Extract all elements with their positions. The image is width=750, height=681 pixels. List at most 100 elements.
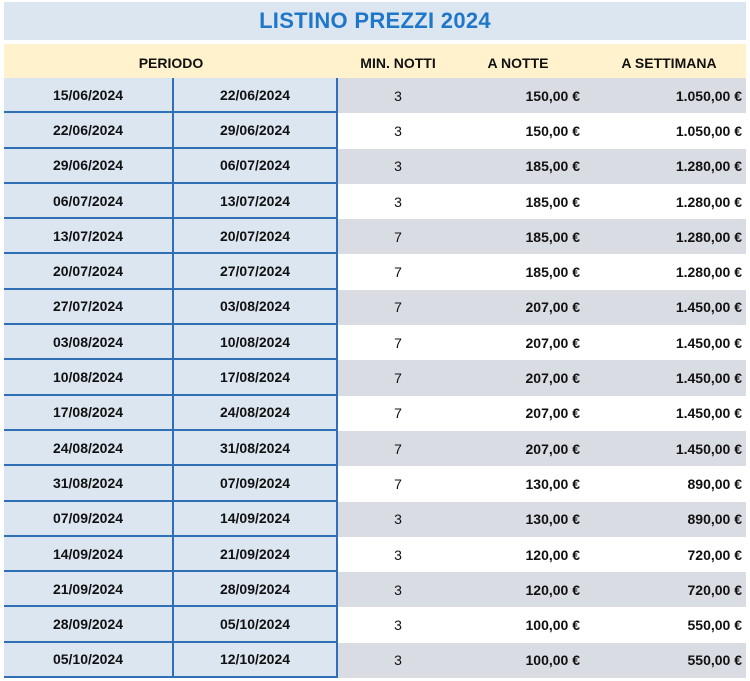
cell-min-notti: 7 xyxy=(394,475,402,492)
cell-a-settimana: 720,00 € xyxy=(687,546,743,563)
table-row: 10/08/2024 17/08/2024 7 207,00 € 1.450,00 € xyxy=(4,360,746,396)
cell-date-to: 07/09/2024 xyxy=(172,466,338,502)
row-shade xyxy=(338,430,746,467)
cell-a-settimana: 1.280,00 € xyxy=(675,158,742,175)
cell-a-settimana: 720,00 € xyxy=(687,581,743,598)
row-shade xyxy=(338,289,746,326)
cell-date-from: 28/09/2024 xyxy=(4,607,172,643)
cell-date-from: 06/07/2024 xyxy=(4,183,172,220)
cell-date-to: 17/08/2024 xyxy=(172,360,338,396)
row-shade xyxy=(338,501,746,537)
cell-date-to: 20/07/2024 xyxy=(172,219,338,255)
cell-date-from: 27/07/2024 xyxy=(4,289,172,326)
table-row: 13/07/2024 20/07/2024 7 185,00 € 1.280,00 € xyxy=(4,219,746,255)
cell-a-settimana: 550,00 € xyxy=(687,652,743,669)
cell-date-to: 28/09/2024 xyxy=(172,572,338,608)
row-shade xyxy=(338,219,746,255)
cell-a-notte: 100,00 € xyxy=(525,617,581,634)
cell-a-settimana: 1.050,00 € xyxy=(675,122,742,139)
cell-a-settimana: 1.280,00 € xyxy=(675,193,742,210)
cell-date-from: 31/08/2024 xyxy=(4,466,172,502)
cell-min-notti: 3 xyxy=(394,652,402,669)
cell-min-notti: 7 xyxy=(394,334,402,351)
cell-a-settimana: 550,00 € xyxy=(687,617,743,634)
cell-date-to: 05/10/2024 xyxy=(172,607,338,643)
cell-a-notte: 207,00 € xyxy=(525,440,581,457)
cell-date-to: 10/08/2024 xyxy=(172,325,338,361)
cell-date-from: 21/09/2024 xyxy=(4,572,172,608)
cell-a-notte: 100,00 € xyxy=(525,652,581,669)
cell-min-notti: 7 xyxy=(394,440,402,457)
cell-date-from: 22/06/2024 xyxy=(4,113,172,149)
cell-date-to: 31/08/2024 xyxy=(172,430,338,467)
cell-date-to: 06/07/2024 xyxy=(172,148,338,184)
cell-a-settimana: 1.280,00 € xyxy=(675,264,742,281)
cell-a-notte: 150,00 € xyxy=(525,122,581,139)
cell-date-from: 13/07/2024 xyxy=(4,219,172,255)
cell-date-from: 10/08/2024 xyxy=(4,360,172,396)
cell-a-notte: 130,00 € xyxy=(525,475,581,492)
table-row: 05/10/2024 12/10/2024 3 100,00 € 550,00 € xyxy=(4,642,746,679)
header-a-settimana: A SETTIMANA xyxy=(621,55,717,71)
row-shade xyxy=(338,360,746,396)
cell-date-from: 07/09/2024 xyxy=(4,501,172,537)
cell-a-notte: 185,00 € xyxy=(525,193,581,210)
cell-a-settimana: 1.450,00 € xyxy=(675,440,742,457)
cell-min-notti: 7 xyxy=(394,228,402,245)
cell-a-notte: 207,00 € xyxy=(525,334,581,351)
table-row: 31/08/2024 07/09/2024 7 130,00 € 890,00 € xyxy=(4,466,746,502)
cell-date-from: 05/10/2024 xyxy=(4,642,172,679)
table-row: 15/06/2024 22/06/2024 3 150,00 € 1.050,00 € xyxy=(4,78,746,114)
table-row: 03/08/2024 10/08/2024 7 207,00 € 1.450,00 € xyxy=(4,325,746,361)
table-row: 21/09/2024 28/09/2024 3 120,00 € 720,00 € xyxy=(4,572,746,608)
row-shade xyxy=(338,78,746,114)
table-row: 20/07/2024 27/07/2024 7 185,00 € 1.280,00 € xyxy=(4,254,746,290)
row-shade xyxy=(338,642,746,679)
cell-a-notte: 207,00 € xyxy=(525,370,581,387)
cell-a-notte: 185,00 € xyxy=(525,158,581,175)
cell-date-from: 24/08/2024 xyxy=(4,430,172,467)
cell-a-settimana: 1.450,00 € xyxy=(675,370,742,387)
table-row: 24/08/2024 31/08/2024 7 207,00 € 1.450,00 € xyxy=(4,430,746,467)
cell-min-notti: 3 xyxy=(394,581,402,598)
cell-a-settimana: 890,00 € xyxy=(687,511,743,528)
table-row: 28/09/2024 05/10/2024 3 100,00 € 550,00 € xyxy=(4,607,746,643)
cell-a-settimana: 890,00 € xyxy=(687,475,743,492)
cell-date-from: 15/06/2024 xyxy=(4,78,172,114)
cell-a-settimana: 1.450,00 € xyxy=(675,299,742,316)
cell-min-notti: 3 xyxy=(394,193,402,210)
cell-date-to: 21/09/2024 xyxy=(172,536,338,573)
cell-min-notti: 3 xyxy=(394,617,402,634)
row-shade xyxy=(338,148,746,184)
cell-a-notte: 207,00 € xyxy=(525,405,581,422)
table-row: 14/09/2024 21/09/2024 3 120,00 € 720,00 € xyxy=(4,536,746,573)
cell-a-notte: 130,00 € xyxy=(525,511,581,528)
cell-min-notti: 3 xyxy=(394,158,402,175)
cell-a-notte: 150,00 € xyxy=(525,87,581,104)
cell-min-notti: 7 xyxy=(394,405,402,422)
cell-date-from: 17/08/2024 xyxy=(4,395,172,431)
cell-min-notti: 3 xyxy=(394,546,402,563)
price-table-body: 15/06/2024 22/06/2024 3 150,00 €1.050,00 €2… xyxy=(4,78,746,679)
cell-date-to: 27/07/2024 xyxy=(172,254,338,290)
table-row: 29/06/2024 06/07/2024 3 185,00 € 1.280,00 € xyxy=(4,148,746,184)
cell-date-from: 29/06/2024 xyxy=(4,148,172,184)
table-row: 06/07/2024 13/07/2024 3 185,00 € 1.280,00 € xyxy=(4,183,746,220)
cell-min-notti: 7 xyxy=(394,299,402,316)
header-min-notti: MIN. NOTTI xyxy=(360,55,436,71)
cell-a-notte: 120,00 € xyxy=(525,546,581,563)
table-row: 17/08/2024 24/08/2024 7 207,00 € 1.450,00 € xyxy=(4,395,746,431)
cell-a-notte: 185,00 € xyxy=(525,264,581,281)
table-header: PERIODO MIN. NOTTI A NOTTE A SETTIMANA xyxy=(4,44,746,78)
cell-a-notte: 185,00 € xyxy=(525,228,581,245)
cell-date-from: 03/08/2024 xyxy=(4,325,172,361)
cell-a-notte: 207,00 € xyxy=(525,299,581,316)
cell-a-settimana: 1.450,00 € xyxy=(675,405,742,422)
cell-min-notti: 3 xyxy=(394,511,402,528)
cell-a-settimana: 1.450,00 € xyxy=(675,334,742,351)
cell-min-notti: 7 xyxy=(394,370,402,387)
cell-date-to: 03/08/2024 xyxy=(172,289,338,326)
cell-date-to: 13/07/2024 xyxy=(172,183,338,220)
header-periodo: PERIODO xyxy=(138,55,204,71)
